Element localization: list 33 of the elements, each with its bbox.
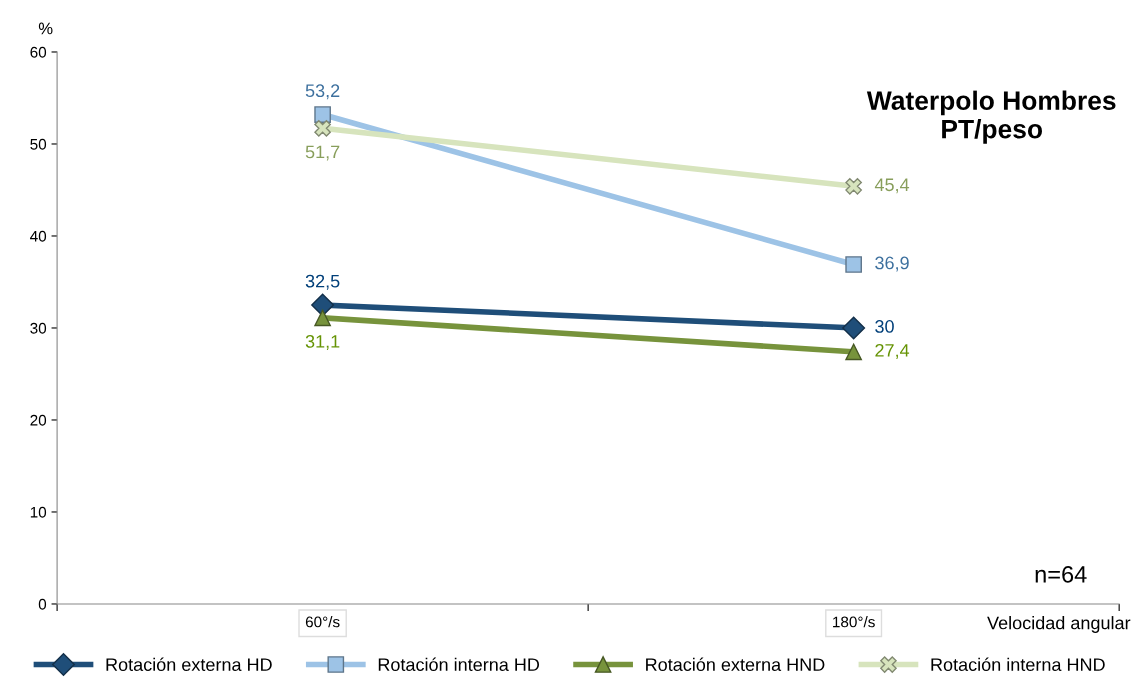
y-tick-label: 20 — [30, 414, 47, 426]
data-label: 31,1 — [305, 335, 340, 350]
legend-label: Rotación externa HD — [106, 657, 272, 672]
data-label: 36,9 — [875, 256, 909, 272]
y-tick-label: 40 — [30, 230, 47, 242]
y-axis-title: % — [38, 22, 53, 35]
legend-label: Rotación interna HND — [931, 657, 1105, 672]
legend-label: Rotación externa HND — [646, 657, 825, 672]
annotation: n=64 — [1035, 566, 1087, 583]
text: Waterpolo Hombres PT/peso — [866, 90, 1116, 144]
point — [311, 293, 335, 317]
legend-label: Rotación interna HD — [378, 657, 540, 672]
point — [314, 309, 331, 327]
x-tick-label: 60°/s — [305, 616, 340, 628]
point — [845, 343, 862, 361]
point — [842, 316, 866, 340]
point — [314, 106, 331, 123]
y-tick-label: 30 — [30, 322, 47, 334]
y-tick-label: 0 — [38, 598, 47, 610]
y-tick-label: 60 — [30, 46, 47, 58]
y-tick-label: 10 — [30, 506, 47, 518]
data-label: 51,7 — [305, 145, 340, 161]
point — [845, 256, 862, 273]
data-label: 30 — [875, 320, 894, 333]
x-tick-label: 180°/s — [833, 616, 875, 628]
point — [845, 177, 862, 195]
point — [314, 120, 331, 137]
data-label: 53,2 — [305, 84, 340, 100]
x-axis-title: Velocidad angular — [987, 616, 1131, 633]
y-tick-label: 50 — [30, 138, 47, 150]
data-label: 32,5 — [305, 274, 340, 290]
data-label: 27,4 — [875, 343, 910, 359]
data-label: 45,4 — [874, 178, 910, 194]
